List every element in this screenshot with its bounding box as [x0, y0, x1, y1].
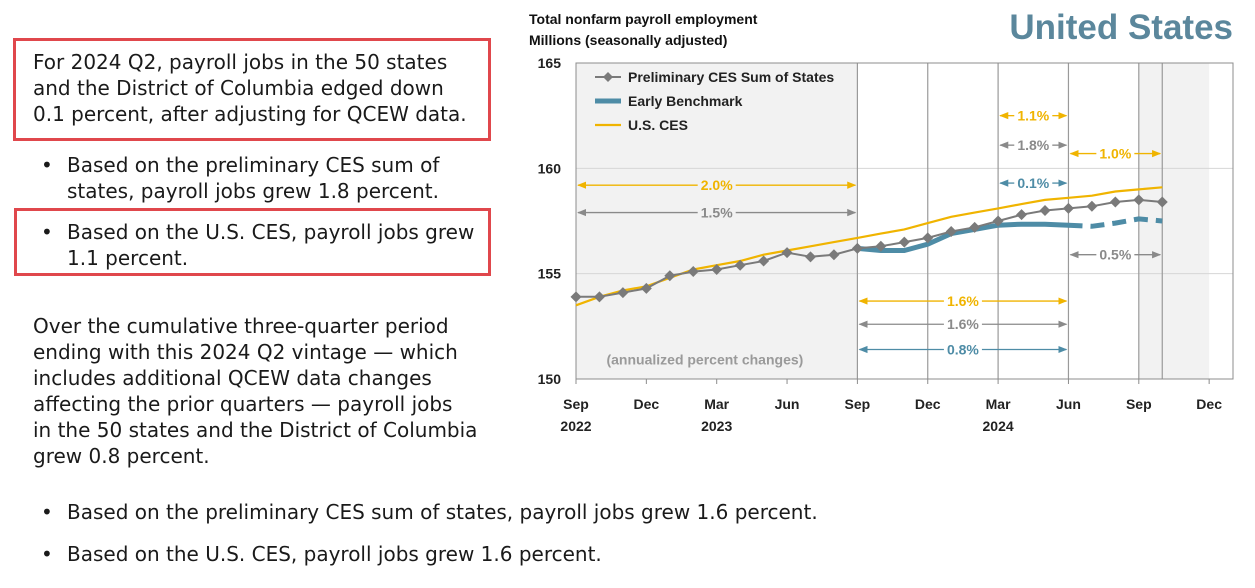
shaded-period — [1138, 63, 1210, 379]
bullet-line: Based on the U.S. CES, payroll jobs grew — [67, 220, 475, 244]
x-tick-label: Dec — [634, 396, 660, 412]
cumulative-line: includes additional QCEW data changes — [33, 366, 432, 390]
x-tick-label: Jun — [775, 396, 800, 412]
shaded-period — [576, 63, 858, 379]
bullet-sum-states-cumulative: Based on the preliminary CES sum of stat… — [33, 499, 818, 525]
region-title: United States — [1009, 8, 1233, 47]
q2-summary-line: and the District of Columbia edged down — [33, 76, 444, 100]
bullet-sum-states-q2: Based on the preliminary CES sum of stat… — [33, 152, 439, 204]
legend-label: Early Benchmark — [628, 93, 743, 109]
series-sum-of-states-point — [1039, 204, 1051, 216]
x-tick-label: Mar — [704, 396, 729, 412]
chart-title: Total nonfarm payroll employment Million… — [529, 9, 757, 51]
series-sum-of-states-point — [711, 263, 723, 275]
x-tick-label: Dec — [915, 396, 941, 412]
x-year-label: 2024 — [983, 418, 1014, 434]
series-sum-of-states-point — [875, 240, 887, 252]
annualized-note: (annualized percent changes) — [606, 351, 803, 367]
cumulative-paragraph: Over the cumulative three-quarter period… — [33, 313, 477, 469]
cumulative-line: affecting the prior quarters — payroll j… — [33, 392, 453, 416]
annotation-label: 1.5% — [701, 205, 733, 221]
series-sum-of-states-point — [758, 255, 770, 267]
series-early-benchmark-line — [854, 221, 1071, 253]
series-sum-of-states-point — [1109, 196, 1121, 208]
series-sum-of-states-point — [828, 249, 840, 261]
series-sum-of-states-point — [1156, 196, 1168, 208]
annotation-label: 0.8% — [947, 342, 979, 358]
chart-subtitle-line: Millions (seasonally adjusted) — [529, 32, 728, 48]
annotation-label: 1.8% — [1017, 137, 1049, 153]
series-sum-of-states-point — [992, 215, 1004, 227]
bullet-us-ces-cumulative: Based on the U.S. CES, payroll jobs grew… — [33, 541, 602, 567]
series-sum-of-states-point — [781, 247, 793, 259]
legend-marker-sum-of-states — [603, 72, 613, 82]
x-tick-label: Dec — [1196, 396, 1222, 412]
x-tick-label: Sep — [563, 396, 589, 412]
legend-label: Preliminary CES Sum of States — [628, 69, 834, 85]
annotation-label: 1.6% — [947, 293, 979, 309]
annotation-label: 1.1% — [1017, 108, 1049, 124]
series-sum-of-states-point — [922, 232, 934, 244]
y-tick-label: 165 — [538, 55, 562, 71]
annotation-label: 1.0% — [1099, 146, 1131, 162]
series-sum-of-states-point — [640, 282, 652, 294]
series-sum-of-states-point — [969, 221, 981, 233]
series-sum-of-states-point — [1062, 202, 1074, 214]
bullet-line: Based on the U.S. CES, payroll jobs grew… — [67, 542, 602, 566]
y-tick-label: 155 — [538, 266, 562, 282]
plot-frame — [575, 62, 1234, 380]
x-tick-label: Sep — [845, 396, 871, 412]
bullet-line: Based on the preliminary CES sum of — [67, 153, 440, 177]
series-sum-of-states-point — [805, 251, 816, 263]
cumulative-line: grew 0.8 percent. — [33, 444, 210, 468]
q2-summary-line: For 2024 Q2, payroll jobs in the 50 stat… — [33, 50, 448, 74]
legend-label: U.S. CES — [628, 117, 688, 133]
annotation-label: 1.6% — [947, 316, 979, 332]
series-sum-of-states-point — [664, 270, 676, 282]
series-sum-of-states-point — [617, 287, 629, 299]
series-sum-of-states-point — [687, 266, 699, 278]
bullet-us-ces-q2: Based on the U.S. CES, payroll jobs grew… — [33, 219, 474, 271]
bullet-line: Based on the preliminary CES sum of stat… — [67, 500, 818, 524]
y-tick-label: 150 — [538, 371, 562, 387]
series-sum-of-states-point — [570, 291, 582, 303]
series-sum-of-states-point — [593, 291, 605, 303]
bullet-line: states, payroll jobs grew 1.8 percent. — [67, 179, 439, 203]
cumulative-line: ending with this 2024 Q2 vintage — which — [33, 340, 458, 364]
cumulative-line: Over the cumulative three-quarter period — [33, 314, 449, 338]
q2-summary-box — [13, 38, 491, 141]
series-sum-of-states-point — [898, 236, 910, 248]
annotation-label: 2.0% — [701, 177, 733, 193]
x-tick-label: Jun — [1056, 396, 1081, 412]
bullet-line: 1.1 percent. — [67, 246, 189, 270]
y-tick-label: 160 — [538, 160, 562, 176]
series-sum-of-states-point — [945, 226, 957, 238]
series-sum-of-states-point — [1016, 209, 1028, 221]
x-year-label: 2022 — [560, 418, 591, 434]
x-tick-label: Sep — [1126, 396, 1152, 412]
x-year-label: 2023 — [701, 418, 732, 434]
q2-summary-text: For 2024 Q2, payroll jobs in the 50 stat… — [33, 49, 467, 127]
chart-title-line: Total nonfarm payroll employment — [529, 11, 758, 27]
series-sum-of-states-point — [1133, 194, 1145, 206]
series-sum-of-states-point — [734, 259, 746, 271]
series-sum-of-states-point — [851, 242, 863, 254]
q2-summary-line: 0.1 percent, after adjusting for QCEW da… — [33, 102, 467, 126]
x-tick-label: Mar — [986, 396, 1011, 412]
annotation-label: 0.5% — [1099, 247, 1131, 263]
cumulative-line: in the 50 states and the District of Col… — [33, 418, 478, 442]
series-sum-of-states-point — [1086, 200, 1098, 212]
series-early-benchmark-dashed-line — [1068, 216, 1163, 229]
annotation-label: 0.1% — [1017, 175, 1049, 191]
